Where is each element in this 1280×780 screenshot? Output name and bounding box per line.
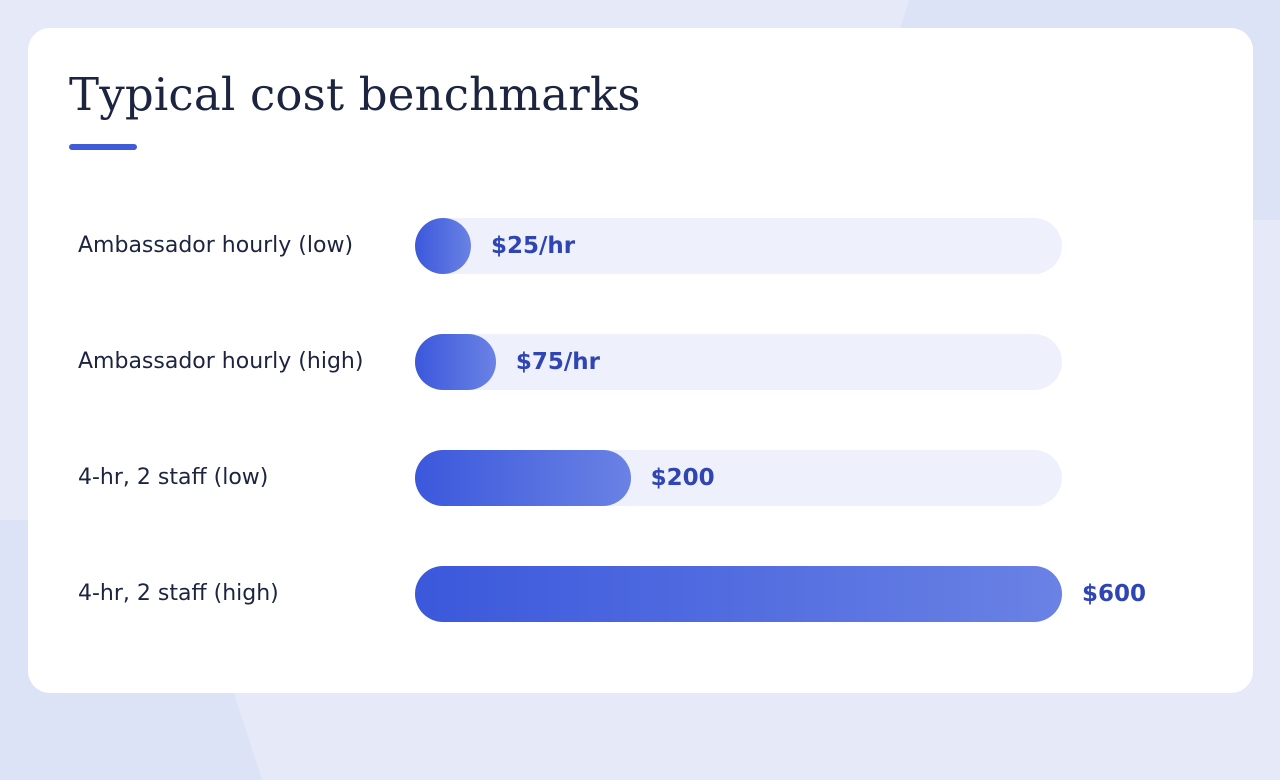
value-label: $75/hr [515,349,601,375]
bar [415,566,1062,622]
bar-row: 4-hr, 2 staff (low) $200 [28,450,1253,506]
value-label: $200 [650,465,715,491]
category-label: 4-hr, 2 staff (low) [78,465,269,490]
bar-track [415,334,1062,390]
slide-card: Typical cost benchmarks Ambassador hourl… [28,28,1253,693]
bar-row: Ambassador hourly (high) $75/hr [28,334,1253,390]
value-label: $600 [1082,581,1147,607]
bar-track [415,218,1062,274]
category-label: Ambassador hourly (low) [78,233,354,258]
bar-row: Ambassador hourly (low) $25/hr [28,218,1253,274]
category-label: 4-hr, 2 staff (high) [78,581,279,606]
bar [415,450,631,506]
category-label: Ambassador hourly (high) [78,349,364,374]
title-underline [69,144,137,150]
bar [415,334,496,390]
bar [415,218,471,274]
page-title: Typical cost benchmarks [69,68,641,121]
value-label: $25/hr [491,233,576,259]
bar-chart: Ambassador hourly (low) $25/hr Ambassador … [28,28,1253,693]
bar-row: 4-hr, 2 staff (high) $600 [28,566,1253,622]
